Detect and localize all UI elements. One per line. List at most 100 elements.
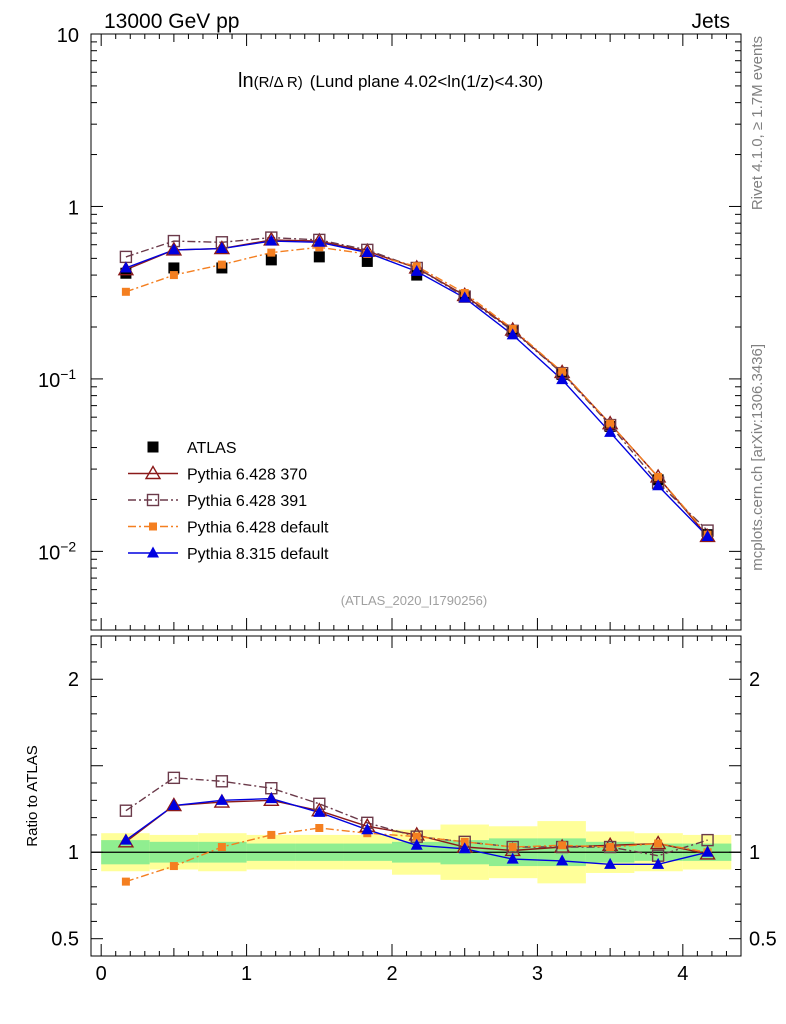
title-rest: (Lund plane 4.02<ln(1/z)<4.30) [310,72,543,91]
ratio-point-pythia-8-315-default [313,805,326,817]
ratio-point-pythia-6-428-default [121,877,130,886]
main-plot-title: ln(R/Δ R) (Lund plane 4.02<ln(1/z)<4.30) [238,70,543,92]
ratio-y-tick-label-left: 2 [68,669,79,691]
title-ln: ln [238,70,254,92]
analysis-watermark: (ATLAS_2020_I1790256) [341,593,487,608]
main-panel: 10 1 10−1 10−2 ln(R/Δ R) (Lund plane 4.02<ln… [38,25,742,631]
main-point-pythia-8-315-default [458,291,471,303]
main-y-tick-label: 10 [57,25,79,47]
main-point-pythia-8-315-default [701,529,714,541]
x-tick-label: 3 [532,963,543,985]
ratio-point-pythia-6-428-default [217,843,226,852]
ratio-axis-ticks [91,636,742,956]
legend-marker-pythia-6-428-default [149,522,157,531]
ratio-point-pythia-6-428-391 [701,833,714,847]
main-point-pythia-8-315-default [556,373,569,385]
main-point-pythia-6-428-default [169,271,178,280]
main-series-lines [125,236,709,537]
ratio-point-pythia-6-428-default [169,862,178,871]
header-collision-label: 13000 GeV pp [104,10,239,33]
main-point-atlas [168,262,180,274]
ratio-point-pythia-6-428-default [412,832,421,841]
main-point-pythia-8-315-default [410,264,423,276]
ratio-y-tick-label-left: 0.5 [51,929,79,951]
main-series-markers [117,231,716,543]
ratio-panel: 2 2 1 1 0.5 0.5 0 1 2 3 4 Ratio to ATLAS [24,635,777,985]
main-point-pythia-6-428-default [267,248,276,257]
x-tick-label: 2 [386,963,397,985]
legend-label-pythia-6-428-370: Pythia 6.428 370 [187,467,307,484]
main-frame [90,33,742,631]
main-point-pythia-6-428-default [217,260,226,269]
ratio-point-pythia-6-428-default [558,841,567,850]
main-point-pythia-8-315-default [265,234,278,246]
ratio-point-pythia-6-428-default [267,830,276,839]
ratio-point-pythia-8-315-default [119,833,132,845]
ratio-point-pythia-6-428-391 [215,775,229,788]
legend: ATLAS Pythia 6.428 370 Pythia 6.428 391 Pyt… [128,440,329,563]
legend-marker-pythia-6-428-391 [146,493,160,507]
main-y-tick-label: 10−1 [38,366,76,392]
ratio-point-pythia-8-315-default [506,852,519,864]
legend-marker-atlas [147,441,159,453]
ratio-y-tick-labels: 2 2 1 1 0.5 0.5 [51,669,777,950]
mcplots-reference-label: mcplots.cern.ch [arXiv:1306.3436] [749,344,766,571]
main-point-pythia-8-315-default [119,261,132,273]
legend-label-pythia-6-428-default: Pythia 6.428 default [187,520,329,537]
ratio-point-pythia-8-315-default [604,857,617,869]
main-line-pythia-6-428-391 [125,236,709,532]
legend-label-pythia-8-315-default: Pythia 8.315 default [187,546,329,563]
ratio-y-tick-label-right: 0.5 [749,929,777,951]
ratio-point-pythia-6-428-default [606,843,615,852]
ratio-frame [90,635,742,957]
ratio-point-pythia-6-428-391 [603,840,617,854]
title-arg: (R/Δ R) [254,74,303,91]
ratio-point-pythia-6-428-370 [165,797,183,812]
x-tick-labels: 0 1 2 3 4 [96,963,689,985]
main-y-tick-labels: 10 1 10−1 10−2 [38,25,79,564]
x-tick-label: 0 [96,963,107,985]
ratio-y-tick-label-left: 1 [68,842,79,864]
ratio-point-pythia-8-315-default [215,793,228,805]
main-point-atlas [265,254,277,266]
main-point-pythia-8-315-default [506,328,519,340]
ratio-point-pythia-6-428-default [508,843,517,852]
ratio-point-pythia-6-428-default [315,824,324,832]
main-point-pythia-8-315-default [361,246,374,258]
ratio-point-pythia-8-315-default [458,842,471,854]
main-point-pythia-6-428-default [654,472,663,481]
legend-marker-pythia-8-315-default [147,546,159,558]
ratio-point-pythia-6-428-391 [119,804,133,817]
main-point-pythia-6-428-default [315,243,324,252]
main-y-tick-label: 1 [68,197,79,219]
ratio-point-pythia-8-315-default [701,845,714,857]
ratio-point-pythia-8-315-default [361,823,374,835]
ratio-y-axis-label: Ratio to ATLAS [24,745,41,846]
ratio-point-pythia-6-428-default [460,837,469,846]
main-point-pythia-6-428-default [121,287,130,296]
main-point-pythia-8-315-default [652,479,665,491]
main-point-pythia-8-315-default [313,235,326,247]
main-y-tick-label: 10−2 [38,538,76,564]
main-point-atlas [120,267,132,279]
main-line-pythia-6-428-default [125,246,709,536]
ratio-point-pythia-6-428-default [654,839,663,848]
main-point-pythia-8-315-default [167,243,180,255]
main-axis-ticks [91,33,742,630]
header-process-label: Jets [691,10,730,33]
legend-label-pythia-6-428-391: Pythia 6.428 391 [187,493,307,510]
ratio-point-pythia-8-315-default [652,857,665,869]
legend-label-atlas: ATLAS [187,440,237,457]
main-point-pythia-8-315-default [215,242,228,254]
x-tick-label: 1 [241,963,252,985]
main-point-pythia-6-428-default [606,419,615,428]
ratio-point-pythia-8-315-default [167,799,180,811]
main-point-atlas [361,255,373,267]
ratio-y-tick-label-right: 1 [749,842,760,864]
ratio-y-tick-label-right: 2 [749,669,760,691]
main-point-pythia-6-428-default [558,367,567,376]
legend-marker-pythia-6-428-370 [144,465,162,480]
rivet-version-label: Rivet 4.1.0, ≥ 1.7M events [749,36,766,210]
main-point-pythia-8-315-default [604,425,617,437]
